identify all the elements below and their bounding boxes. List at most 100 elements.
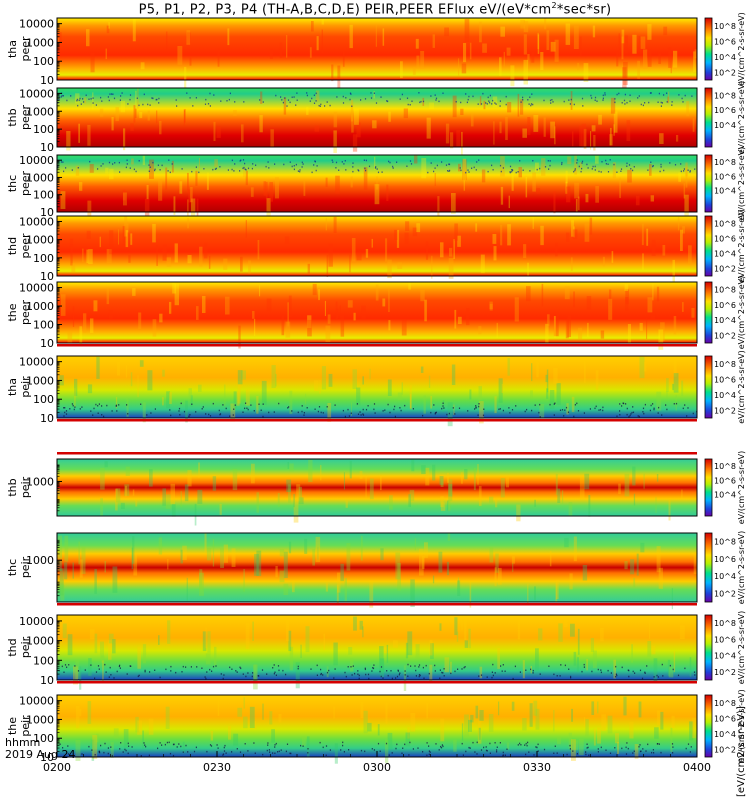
colorbar-unit-label: eV/(cm^2-s-sr-eV) xyxy=(737,689,746,762)
x-tick-label: 0200 xyxy=(43,761,71,774)
separator-strip xyxy=(57,419,697,422)
spectrogram-panel-thc-peir: 1000 thc peir 10^2 10^4 10^6 10^8 eV/(cm^2-s-sr… xyxy=(6,531,746,610)
panel-probe-label: tha xyxy=(6,378,19,396)
panel-species-label: peir xyxy=(19,715,32,737)
y-tick-label: 10 xyxy=(40,270,54,283)
y-tick-label: 100 xyxy=(33,189,54,202)
panel-species-label: peir xyxy=(19,636,32,658)
y-tick-label: 1000 xyxy=(26,105,54,118)
colorbar-unit-label: eV/(cm^2-s-sr-eV) xyxy=(737,276,746,349)
y-tick-label: 10000 xyxy=(19,615,54,628)
y-tick-label: 10 xyxy=(40,337,54,350)
spectrogram-image xyxy=(57,533,697,602)
y-tick-label: 1000 xyxy=(26,171,54,184)
panel-species-label: peir xyxy=(19,476,32,498)
panel-probe-label: thd xyxy=(6,237,19,255)
spectrogram-image xyxy=(57,88,697,147)
colorbar-unit-label: eV/(cm^2-s-sr-eV) xyxy=(737,531,746,604)
y-tick-label: 10 xyxy=(40,412,54,425)
colorbar-tick-label: 10^2 xyxy=(714,745,736,754)
spectrogram-image xyxy=(57,18,697,80)
y-tick-label: 100 xyxy=(33,393,54,406)
colorbar-tick-label: 10^8 xyxy=(714,91,736,100)
colorbar-tick-label: 10^4 xyxy=(714,652,736,661)
panel-frame xyxy=(56,614,698,681)
panel-probe-label: thc xyxy=(6,559,19,576)
y-tick-label: 10 xyxy=(40,751,54,764)
x-tick-label: 0330 xyxy=(523,761,551,774)
colorbar xyxy=(704,87,713,148)
spectrogram-image xyxy=(57,695,697,757)
colorbar-tick-label: 10^6 xyxy=(714,106,736,115)
panel-species-label: peer xyxy=(19,171,32,197)
y-tick-label: 100 xyxy=(33,319,54,332)
colorbar xyxy=(704,17,713,81)
colorbar-unit-label: eV/(cm^2-s-sr-eV) xyxy=(737,209,746,282)
colorbar-tick-label: 10^2 xyxy=(714,265,736,274)
y-tick-label: 1000 xyxy=(26,300,54,313)
colorbar-tick-label: 10^2 xyxy=(714,668,736,677)
panel-species-label: peer xyxy=(19,36,32,62)
y-tick-label: 10 xyxy=(40,206,54,219)
panel-frame xyxy=(56,17,698,81)
x-tick-label: 0230 xyxy=(203,761,231,774)
colorbar-unit-label: eV/(cm^2-s-sr-eV) xyxy=(737,147,746,220)
panel-species-label: peir xyxy=(19,376,32,398)
colorbar-tick-label: 10^4 xyxy=(714,187,736,196)
y-tick-label: 100 xyxy=(33,654,54,667)
colorbar xyxy=(704,458,713,517)
panel-frame xyxy=(56,458,698,517)
colorbar-tick-label: 10^8 xyxy=(714,360,736,369)
colorbar xyxy=(704,215,713,277)
time-format-label: hhmm xyxy=(5,736,41,749)
colorbar xyxy=(704,532,713,603)
panel-probe-label: tha xyxy=(6,40,19,58)
separator-strip xyxy=(57,681,697,684)
panel-species-label: peir xyxy=(19,556,32,578)
colorbar-unit-label: eV/(cm^2-s-sr-eV) xyxy=(737,611,746,684)
separator-strip xyxy=(57,452,697,455)
panel-frame xyxy=(56,154,698,213)
panel-species-label: peer xyxy=(19,233,32,259)
colorbar-tick-label: 10^2 xyxy=(714,331,736,340)
colorbar-tick-label: 10^6 xyxy=(714,172,736,181)
y-tick-label: 1000 xyxy=(26,475,54,488)
panel-probe-label: thd xyxy=(6,638,19,656)
y-tick-label: 100 xyxy=(33,123,54,136)
spectrogram-image xyxy=(57,155,697,212)
y-tick-label: 10 xyxy=(40,74,54,87)
colorbar xyxy=(704,154,713,213)
y-tick-label: 1000 xyxy=(26,234,54,247)
y-tick-label: 1000 xyxy=(26,713,54,726)
colorbar xyxy=(704,694,713,758)
y-tick-label: 10 xyxy=(40,141,54,154)
y-tick-label: 10 xyxy=(40,674,54,687)
colorbar-tick-label: 10^4 xyxy=(714,53,736,62)
panel-probe-label: thc xyxy=(6,175,19,192)
time-stamp-label: hhmm 2019 Aug 24 xyxy=(5,737,75,761)
colorbar-tick-label: 10^6 xyxy=(714,476,736,485)
colorbar-unit-label: eV/(cm^2-s-sr-eV) xyxy=(737,12,746,85)
y-tick-label: 1000 xyxy=(26,36,54,49)
panel-probe-label: the xyxy=(6,717,19,735)
colorbar-tick-label: 10^8 xyxy=(714,462,736,471)
panel-probe-label: thb xyxy=(6,478,19,496)
spectrogram-image xyxy=(57,356,697,418)
y-tick-label: 10000 xyxy=(19,356,54,369)
colorbar xyxy=(704,281,713,344)
panel-frame xyxy=(56,87,698,148)
chart-title: P5, P1, P2, P3, P4 (TH-A,B,C,D,E) PEIR,P… xyxy=(138,1,612,18)
colorbar-unit-label: eV/(cm^2-s-sr-eV) xyxy=(737,81,746,154)
colorbar-tick-label: 10^8 xyxy=(714,22,736,31)
colorbar xyxy=(704,355,713,419)
colorbar-tick-label: 10^2 xyxy=(714,589,736,598)
colorbar-main-label: [eV/(cm2-s sr-eV)] xyxy=(736,706,747,797)
colorbar-tick-label: 10^4 xyxy=(714,730,736,739)
